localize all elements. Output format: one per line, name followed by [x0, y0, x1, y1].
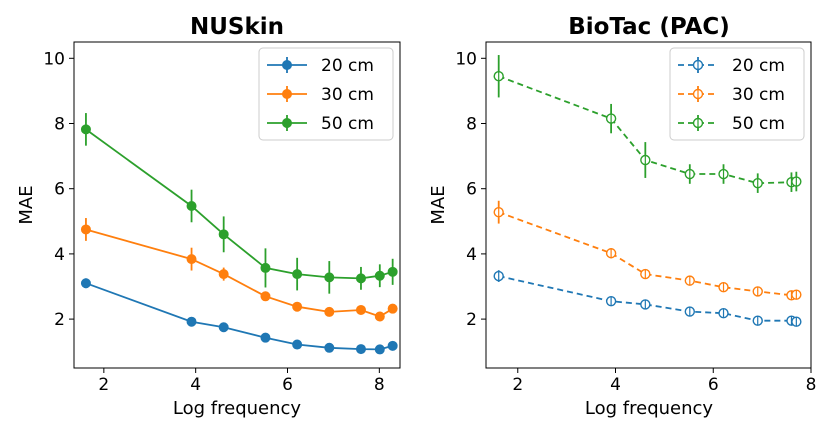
- data-point: [324, 342, 335, 353]
- plot-frame: [73, 41, 401, 369]
- legend-item: 30 cm: [267, 85, 374, 105]
- data-point: [218, 322, 229, 333]
- data-point: [374, 311, 385, 322]
- x-tick-label: 2: [98, 375, 109, 395]
- y-axis-label: MAE: [16, 185, 37, 224]
- data-point: [387, 266, 398, 277]
- legend-marker: [282, 118, 292, 128]
- x-axis-label: Log frequency: [585, 398, 714, 419]
- y-tick-label: 8: [466, 115, 477, 135]
- data-point: [374, 270, 385, 281]
- data-point: [355, 273, 366, 284]
- series-line: [85, 282, 393, 351]
- series-line: [85, 228, 394, 318]
- data-point: [355, 304, 366, 315]
- data-point: [292, 269, 303, 280]
- legend-marker: [282, 89, 292, 99]
- data-point: [80, 224, 91, 235]
- legend-label: 20 cm: [732, 56, 785, 76]
- y-tick-label: 2: [466, 310, 477, 330]
- data-point: [80, 278, 91, 289]
- series-20-cm: [493, 270, 802, 327]
- series-line: [85, 128, 393, 280]
- data-point: [186, 316, 197, 327]
- chart-nuskin: NUSkin 2 4 6 8 2 4 6 8 10 Log frequency MAE 20 c…: [16, 14, 401, 419]
- series-line: [498, 275, 797, 323]
- series-30-cm: [80, 218, 398, 322]
- legend-item: 50 cm: [678, 114, 785, 134]
- legend-item: 20 cm: [678, 56, 785, 76]
- data-point: [355, 344, 366, 355]
- x-tick-label: 2: [512, 375, 523, 395]
- y-tick-label: 4: [54, 245, 65, 265]
- data-point: [324, 272, 335, 283]
- x-tick-label: 8: [374, 375, 385, 395]
- chart-biotac-pac: BioTac (PAC) 2 4 6 8 2 4 6 8 10 Log frequency MA…: [428, 14, 816, 419]
- y-tick-label: 10: [455, 49, 477, 69]
- y-tick-label: 6: [466, 180, 477, 200]
- legend-label: 30 cm: [321, 85, 374, 105]
- legend-label: 50 cm: [732, 114, 785, 134]
- data-point: [260, 332, 271, 343]
- series-20-cm: [80, 278, 398, 355]
- x-tick-label: 8: [806, 375, 817, 395]
- data-point: [260, 291, 271, 302]
- chart-title: BioTac (PAC): [568, 14, 730, 40]
- data-point: [186, 254, 197, 265]
- series-50-cm: [80, 113, 398, 294]
- x-tick-label: 6: [708, 375, 719, 395]
- data-point: [387, 340, 398, 351]
- data-point: [324, 306, 335, 317]
- data-point: [218, 229, 229, 240]
- data-point: [260, 262, 271, 273]
- legend-label: 50 cm: [321, 114, 374, 134]
- x-tick-label: 4: [190, 375, 201, 395]
- legend-marker: [282, 60, 292, 70]
- legend-label: 20 cm: [321, 56, 374, 76]
- data-point: [374, 344, 385, 355]
- y-tick-label: 2: [54, 310, 65, 330]
- series-line: [498, 211, 797, 297]
- plot-frame: [485, 41, 812, 369]
- series-30-cm: [493, 200, 802, 301]
- y-tick-label: 8: [54, 115, 65, 135]
- x-tick-label: 6: [282, 375, 293, 395]
- data-point: [218, 269, 229, 280]
- series-50-cm: [493, 55, 802, 193]
- legend-box: [258, 47, 394, 141]
- data-point: [292, 301, 303, 312]
- y-axis-label: MAE: [428, 185, 449, 224]
- data-point: [80, 124, 91, 135]
- y-tick-label: 10: [43, 49, 65, 69]
- legend-item: 50 cm: [267, 114, 374, 134]
- y-tick-label: 6: [54, 180, 65, 200]
- legend-item: 20 cm: [267, 56, 374, 76]
- y-tick-label: 4: [466, 245, 477, 265]
- data-point: [387, 303, 398, 314]
- data-point: [186, 200, 197, 211]
- x-axis-label: Log frequency: [173, 398, 302, 419]
- x-tick-label: 4: [610, 375, 621, 395]
- chart-title: NUSkin: [190, 14, 284, 40]
- legend-label: 30 cm: [732, 85, 785, 105]
- legend-box: [669, 47, 805, 141]
- legend-item: 30 cm: [678, 85, 785, 105]
- data-point: [292, 339, 303, 350]
